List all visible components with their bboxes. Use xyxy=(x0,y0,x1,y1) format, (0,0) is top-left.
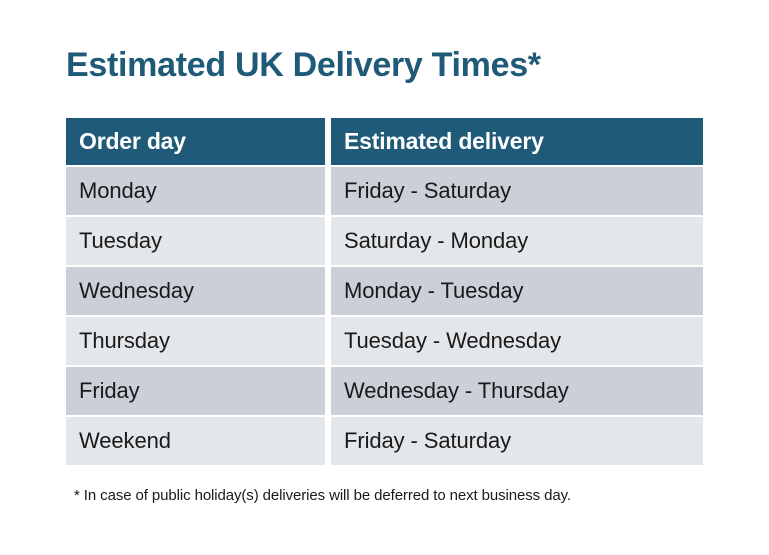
column-header-estimated-delivery: Estimated delivery xyxy=(331,118,703,165)
table-row: Wednesday Monday - Tuesday xyxy=(66,267,703,315)
delivery-times-table: Order day Estimated delivery Monday Frid… xyxy=(66,118,703,465)
cell-estimated-delivery: Wednesday - Thursday xyxy=(331,367,703,415)
page-title: Estimated UK Delivery Times* xyxy=(66,46,541,84)
cell-estimated-delivery: Tuesday - Wednesday xyxy=(331,317,703,365)
cell-order-day: Weekend xyxy=(66,417,325,465)
column-separator xyxy=(325,317,331,365)
table-row: Monday Friday - Saturday xyxy=(66,167,703,215)
column-separator xyxy=(325,217,331,265)
table-row: Tuesday Saturday - Monday xyxy=(66,217,703,265)
cell-order-day: Monday xyxy=(66,167,325,215)
cell-order-day: Thursday xyxy=(66,317,325,365)
column-separator xyxy=(325,367,331,415)
cell-estimated-delivery: Monday - Tuesday xyxy=(331,267,703,315)
column-separator xyxy=(325,167,331,215)
table-row: Thursday Tuesday - Wednesday xyxy=(66,317,703,365)
table-row: Weekend Friday - Saturday xyxy=(66,417,703,465)
cell-order-day: Friday xyxy=(66,367,325,415)
column-header-order-day: Order day xyxy=(66,118,325,165)
table-row: Friday Wednesday - Thursday xyxy=(66,367,703,415)
column-separator xyxy=(325,267,331,315)
cell-estimated-delivery: Saturday - Monday xyxy=(331,217,703,265)
cell-order-day: Wednesday xyxy=(66,267,325,315)
table-header-row: Order day Estimated delivery xyxy=(66,118,703,165)
column-separator xyxy=(325,417,331,465)
cell-estimated-delivery: Friday - Saturday xyxy=(331,417,703,465)
footnote-text: * In case of public holiday(s) deliverie… xyxy=(74,487,571,504)
cell-order-day: Tuesday xyxy=(66,217,325,265)
cell-estimated-delivery: Friday - Saturday xyxy=(331,167,703,215)
column-separator xyxy=(325,118,331,165)
